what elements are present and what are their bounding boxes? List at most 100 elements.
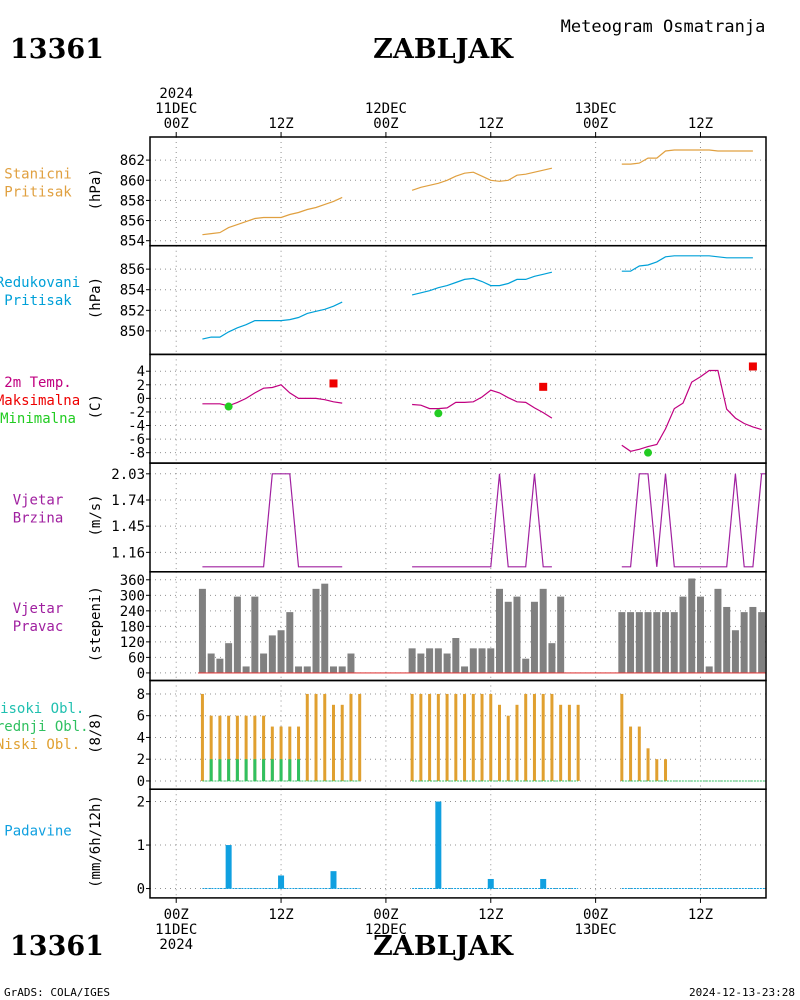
series-line: [621, 473, 766, 568]
y-tick-label: 1.74: [111, 493, 145, 509]
data-bar: [330, 871, 337, 889]
series-line: [202, 301, 343, 340]
data-bar: [767, 612, 774, 673]
panel-label: Pritisak: [4, 293, 72, 309]
top-time-label: 00Z: [583, 116, 608, 132]
data-bar: [209, 715, 213, 781]
data-bar: [408, 648, 416, 673]
data-bar: [277, 630, 285, 673]
series-line: [412, 389, 553, 419]
data-bar: [278, 875, 285, 889]
bottom-time-label: 00Z: [164, 907, 189, 923]
panel-station_pressure: 854 856 858 860 862 Stanicni Pritisak (hPa): [4, 136, 767, 250]
y-tick-label: -2: [128, 405, 145, 421]
data-bar: [655, 759, 659, 781]
data-bar: [227, 759, 231, 781]
data-bar: [653, 612, 661, 673]
data-bar: [567, 704, 571, 781]
data-bar: [522, 658, 530, 673]
data-bar: [620, 693, 624, 781]
data-bar: [445, 693, 449, 781]
tmax-marker: [748, 362, 757, 371]
y-tick-label: 2: [137, 795, 145, 811]
data-bar: [270, 759, 274, 781]
y-tick-label: 862: [120, 153, 145, 169]
top-time-label: 11DEC: [155, 101, 197, 117]
data-bar: [627, 612, 635, 673]
series-line: [621, 255, 753, 272]
data-bar: [548, 643, 556, 673]
data-bar: [541, 693, 545, 781]
series-group: [200, 693, 766, 782]
panel-label: 2m Temp.: [4, 375, 71, 391]
data-bar: [550, 693, 554, 781]
panel-unit-label: (mm/6h/12h): [88, 795, 104, 888]
y-tick-label: 4: [137, 364, 145, 380]
data-bar: [305, 693, 309, 781]
data-bar: [637, 726, 641, 781]
panel-label: Maksimalna: [0, 393, 80, 409]
y-tick-label: 860: [120, 173, 145, 189]
data-bar: [225, 845, 232, 889]
y-tick-label: 8: [137, 687, 145, 703]
y-tick-label: -8: [128, 446, 145, 462]
data-bar: [504, 601, 512, 673]
data-bar: [419, 693, 423, 781]
panel-label: Padavine: [4, 824, 71, 840]
series-group: [202, 149, 753, 236]
panel-wind_speed: 1.16 1.45 1.74 2.03 Vjetar Brzina (m/s): [13, 462, 767, 573]
panel-unit-label: (8/8): [88, 712, 104, 754]
data-bar: [297, 759, 301, 781]
data-bar: [469, 648, 477, 673]
data-bar: [235, 715, 239, 781]
data-bar: [262, 759, 266, 781]
data-bar: [662, 612, 670, 673]
series-line: [411, 167, 553, 191]
data-bar: [498, 704, 502, 781]
bottom-time-label: 00Z: [583, 907, 608, 923]
bottom-time-label: 12DEC: [365, 922, 407, 938]
bottom-time-label: 12Z: [688, 907, 713, 923]
data-bar: [435, 801, 442, 889]
data-bar: [644, 612, 652, 673]
y-tick-label: 854: [120, 283, 145, 299]
data-bar: [303, 666, 311, 673]
data-bar: [540, 878, 547, 889]
tmax-marker: [539, 382, 548, 391]
top-time-label: 2024: [159, 86, 193, 102]
data-bar: [557, 596, 565, 673]
data-bar: [426, 648, 434, 673]
data-bar: [688, 578, 696, 673]
y-tick-label: -6: [128, 432, 145, 448]
data-bar: [260, 653, 268, 673]
panel-precipitation: 0 1 2 Padavine (mm/6h/12h): [4, 788, 767, 899]
data-bar: [454, 693, 458, 781]
series-line: [202, 384, 343, 407]
panel-label: Niski Obl.: [0, 737, 80, 753]
time-axes: 202411DEC00Z00Z11DEC202412Z12Z12DEC00Z00…: [155, 86, 713, 953]
y-tick-label: 0: [137, 666, 145, 682]
data-bar: [515, 704, 519, 781]
data-bar: [696, 596, 704, 673]
panel-frame: [149, 136, 767, 247]
data-bar: [286, 612, 294, 673]
data-bar: [209, 759, 213, 781]
panel-unit-label: (hPa): [88, 277, 104, 319]
series-line: [202, 196, 343, 236]
top-time-label: 12DEC: [365, 101, 407, 117]
footer-credit: GrADS: COLA/IGES: [4, 986, 110, 999]
y-tick-label: 4: [137, 730, 145, 746]
bottom-time-label: 00Z: [373, 907, 398, 923]
y-tick-label: 360: [120, 573, 145, 589]
bottom-time-label: 13DEC: [575, 922, 617, 938]
panel-label: Vjetar: [13, 601, 64, 617]
data-bar: [288, 759, 292, 781]
tmin-marker: [224, 402, 233, 411]
panel-label: Redukovani: [0, 275, 80, 291]
y-tick-label: 2: [137, 752, 145, 768]
panel-label: Minimalna: [0, 411, 76, 427]
bottom-time-label: 12Z: [478, 907, 503, 923]
y-tick-label: 856: [120, 214, 145, 230]
